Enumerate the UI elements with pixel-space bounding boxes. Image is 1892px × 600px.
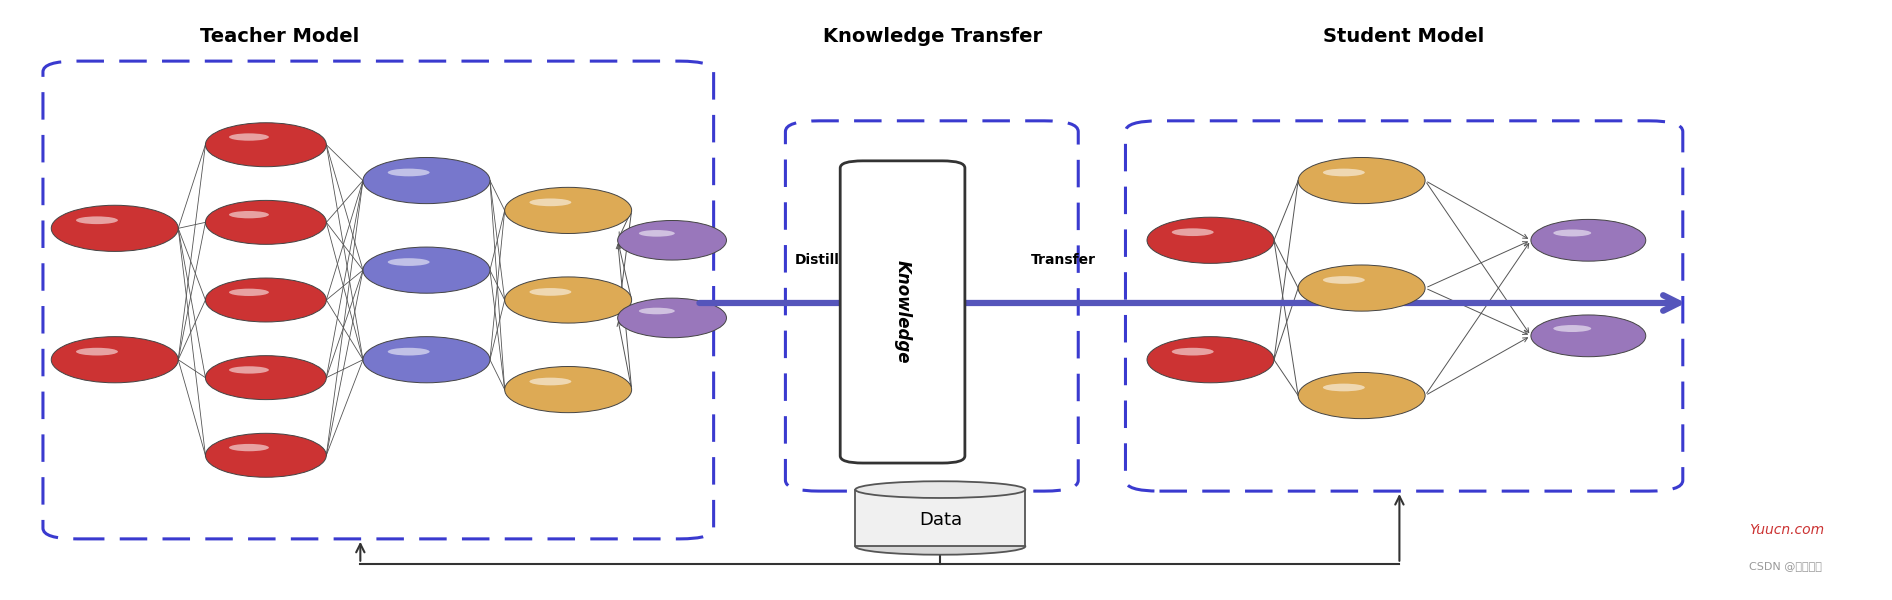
Ellipse shape xyxy=(1171,229,1213,236)
Bar xyxy=(855,490,1025,547)
Text: Distill: Distill xyxy=(795,253,840,267)
Ellipse shape xyxy=(617,220,727,260)
Ellipse shape xyxy=(1147,337,1273,383)
Ellipse shape xyxy=(1553,229,1591,236)
Ellipse shape xyxy=(639,308,675,314)
Text: Knowledge: Knowledge xyxy=(893,260,912,364)
Ellipse shape xyxy=(617,298,727,338)
Ellipse shape xyxy=(1323,383,1364,391)
Ellipse shape xyxy=(206,433,325,477)
Ellipse shape xyxy=(1298,157,1425,203)
Ellipse shape xyxy=(206,123,325,167)
Ellipse shape xyxy=(229,133,269,141)
Ellipse shape xyxy=(51,205,178,251)
Ellipse shape xyxy=(76,217,117,224)
Ellipse shape xyxy=(1171,348,1213,356)
Ellipse shape xyxy=(1531,315,1646,357)
Text: Teacher Model: Teacher Model xyxy=(201,27,359,46)
Text: Yuucn.com: Yuucn.com xyxy=(1748,523,1824,537)
Ellipse shape xyxy=(505,187,632,233)
Text: Transfer: Transfer xyxy=(1031,253,1095,267)
Ellipse shape xyxy=(229,211,269,218)
Ellipse shape xyxy=(1323,276,1364,284)
Ellipse shape xyxy=(855,481,1025,498)
Ellipse shape xyxy=(1323,169,1364,176)
Ellipse shape xyxy=(51,337,178,383)
Ellipse shape xyxy=(1531,220,1646,261)
Ellipse shape xyxy=(530,288,571,296)
Ellipse shape xyxy=(229,444,269,451)
Ellipse shape xyxy=(388,258,429,266)
Ellipse shape xyxy=(388,169,429,176)
Ellipse shape xyxy=(76,348,117,356)
Ellipse shape xyxy=(388,348,429,356)
Ellipse shape xyxy=(530,199,571,206)
Ellipse shape xyxy=(505,367,632,413)
Ellipse shape xyxy=(639,230,675,236)
Ellipse shape xyxy=(855,538,1025,555)
Ellipse shape xyxy=(530,377,571,385)
Ellipse shape xyxy=(1147,217,1273,263)
Ellipse shape xyxy=(229,289,269,296)
FancyBboxPatch shape xyxy=(840,161,965,463)
Ellipse shape xyxy=(505,277,632,323)
Ellipse shape xyxy=(1298,373,1425,419)
Ellipse shape xyxy=(363,247,490,293)
Ellipse shape xyxy=(363,157,490,203)
Ellipse shape xyxy=(206,278,325,322)
Ellipse shape xyxy=(1553,325,1591,332)
Text: Student Model: Student Model xyxy=(1323,27,1483,46)
Ellipse shape xyxy=(229,366,269,374)
Ellipse shape xyxy=(206,356,325,400)
Ellipse shape xyxy=(206,200,325,244)
Text: Knowledge Transfer: Knowledge Transfer xyxy=(823,27,1042,46)
Ellipse shape xyxy=(363,337,490,383)
Text: Data: Data xyxy=(920,511,961,529)
Text: CSDN @桃路遥遥: CSDN @桃路遥遥 xyxy=(1748,561,1822,571)
Ellipse shape xyxy=(1298,265,1425,311)
